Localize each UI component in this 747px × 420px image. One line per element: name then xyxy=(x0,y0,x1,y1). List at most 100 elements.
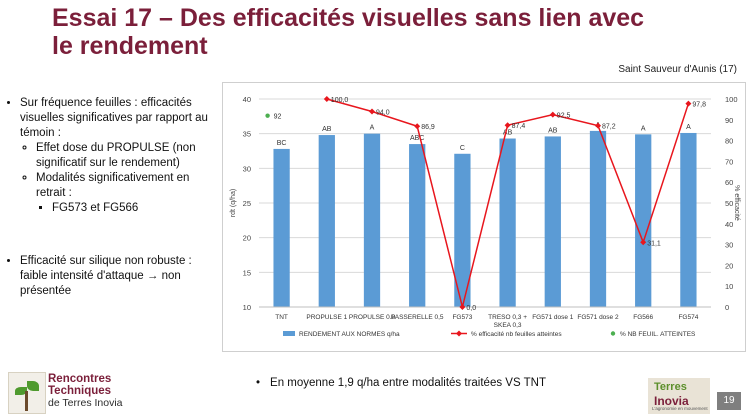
efficacy-data-label: 87,2 xyxy=(602,124,616,131)
logo-line: Terres xyxy=(654,381,687,393)
efficacy-point xyxy=(369,108,375,115)
efficacy-point xyxy=(685,100,692,107)
efficacy-data-label: 94,0 xyxy=(376,109,390,116)
y-left-tick-label: 15 xyxy=(243,268,251,277)
x-tick-label: FG574 xyxy=(678,314,698,321)
sprout-icon xyxy=(8,372,46,414)
y-right-tick-label: 80 xyxy=(725,137,733,146)
bar-letter-label: BC xyxy=(277,140,287,147)
bar xyxy=(363,133,381,307)
x-tick-label: PROPULSE 1 xyxy=(306,314,347,321)
bar-letter-label: AB xyxy=(322,126,332,133)
efficacy-data-label: 0,0 xyxy=(466,305,476,312)
y-left-tick-label: 30 xyxy=(243,164,251,173)
efficacy-point xyxy=(414,123,421,130)
bar xyxy=(680,132,697,307)
nb-feuil-point xyxy=(265,113,270,118)
logo-line: Techniques xyxy=(48,385,112,397)
bar-letter-label: AB xyxy=(503,130,513,137)
logo-line: Inovia xyxy=(654,394,689,408)
y-right-tick-label: 10 xyxy=(725,282,733,291)
bullet-silique: Efficacité sur silique non robuste : fai… xyxy=(20,254,218,299)
efficacy-point xyxy=(504,122,511,129)
legend-line-label: % efficacité nb feuilles atteintes xyxy=(471,331,562,338)
x-tick-label: TRESO 0,3 + xyxy=(488,314,527,321)
y-left-tick-label: 25 xyxy=(243,199,251,208)
bullet-text: Efficacité sur silique non robuste : fai… xyxy=(20,255,192,297)
efficacy-point xyxy=(549,111,556,118)
x-tick-label: SKEA 0,3 xyxy=(494,322,522,329)
bar-letter-label: A xyxy=(686,124,691,131)
bar xyxy=(409,144,426,307)
bar xyxy=(318,135,335,307)
bottom-note: En moyenne 1,9 q/ha entre modalités trai… xyxy=(256,377,546,389)
y-right-tick-label: 20 xyxy=(725,261,733,270)
rencontres-logo: Rencontres Techniques de Terres Inovia xyxy=(8,370,128,416)
bar xyxy=(544,136,561,307)
legend-dot-label: % NB FEUIL. ATTEINTES xyxy=(620,331,696,338)
x-tick-label: FG571 dose 1 xyxy=(532,314,574,321)
logo-line: Rencontres xyxy=(48,373,112,385)
bar xyxy=(635,134,652,307)
bullet-text: Modalités significativement en retrait : xyxy=(36,172,190,199)
y-right-tick-label: 90 xyxy=(725,116,733,125)
x-tick-label: FG566 xyxy=(633,314,653,321)
bullet-leaf-frequency: Sur fréquence feuilles : efficacités vis… xyxy=(20,96,218,216)
logo-line: de Terres Inovia xyxy=(48,397,123,409)
y-left-tick-label: 40 xyxy=(243,95,251,104)
combo-chart: 10 15 20 25 30 35 40 0 10 20 30 40 50 60 70 80 90 100 rdt … xyxy=(230,95,740,338)
bullet-fg-list: FG573 et FG566 xyxy=(52,201,218,216)
bullet-list: Sur fréquence feuilles : efficacités vis… xyxy=(0,96,218,299)
y-left-axis-title: rdt (q/ha) xyxy=(230,189,237,217)
y-left-tick-label: 20 xyxy=(243,234,251,243)
efficacy-data-label: 31,1 xyxy=(647,240,661,247)
efficacy-point xyxy=(323,96,330,102)
efficacy-data-label: 92,5 xyxy=(557,113,571,120)
efficacy-data-label: 97,8 xyxy=(692,102,706,109)
efficacy-point xyxy=(459,304,466,310)
efficacy-point xyxy=(595,122,601,129)
bullet-text: Sur fréquence feuilles : efficacités vis… xyxy=(20,97,208,139)
slide-title: Essai 17 – Des efficacités visuelles san… xyxy=(52,4,645,60)
bar xyxy=(454,153,471,307)
y-right-tick-label: 0 xyxy=(725,303,729,312)
bar xyxy=(499,138,516,307)
x-tick-label: PASSERELLE 0,5 xyxy=(391,314,444,321)
y-right-tick-label: 50 xyxy=(725,199,733,208)
y-left-tick-label: 10 xyxy=(243,303,251,312)
bullet-lagging-modalities: Modalités significativement en retrait :… xyxy=(36,171,218,216)
y-right-tick-label: 70 xyxy=(725,157,733,166)
efficacy-point xyxy=(640,239,647,246)
bar-letter-label: ABC xyxy=(410,135,424,142)
terres-inovia-logo: Terres Inovia L'agronomie en mouvement xyxy=(648,378,710,414)
logo-tagline: L'agronomie en mouvement xyxy=(652,406,708,411)
bullet-text: FG573 et FG566 xyxy=(52,202,139,214)
bar-letter-label: A xyxy=(370,125,375,132)
bar xyxy=(273,148,290,307)
legend-dot-swatch xyxy=(610,331,616,336)
efficacy-data-label: 86,9 xyxy=(421,124,435,131)
legend-line-marker xyxy=(456,330,462,337)
chart-panel: 10 15 20 25 30 35 40 0 10 20 30 40 50 60 70 80 90 100 rdt … xyxy=(222,82,746,352)
y-right-axis-title: % efficacité xyxy=(733,185,740,221)
y-left-tick-label: 35 xyxy=(243,130,251,139)
bar-letter-label: C xyxy=(460,145,465,152)
nb-feuil-data-label: 92 xyxy=(274,114,282,121)
bullet-propulse-dose: Effet dose du PROPULSE (non significatif… xyxy=(36,141,218,171)
bar-letter-label: A xyxy=(641,125,646,132)
page-number: 19 xyxy=(717,392,741,410)
trial-location: Saint Sauveur d'Aunis (17) xyxy=(618,64,737,75)
logo-text: Rencontres Techniques de Terres Inovia xyxy=(48,373,123,409)
y-right-tick-label: 100 xyxy=(725,95,738,104)
efficacy-data-label: 100,0 xyxy=(331,97,349,104)
legend-bar-swatch xyxy=(283,331,295,336)
x-tick-label: PROPULSE 0.8 xyxy=(349,314,396,321)
bullet-text: Effet dose du PROPULSE (non significatif… xyxy=(36,142,196,169)
efficacy-data-label: 87,4 xyxy=(512,123,526,130)
y-right-tick-label: 40 xyxy=(725,220,733,229)
bar-letter-label: AB xyxy=(548,127,558,134)
legend-bar-label: RENDEMENT AUX NORMES q/ha xyxy=(299,331,400,338)
x-tick-label: FG573 xyxy=(452,314,472,321)
x-tick-label: TNT xyxy=(275,314,288,321)
x-tick-label: FG571 dose 2 xyxy=(577,314,619,321)
